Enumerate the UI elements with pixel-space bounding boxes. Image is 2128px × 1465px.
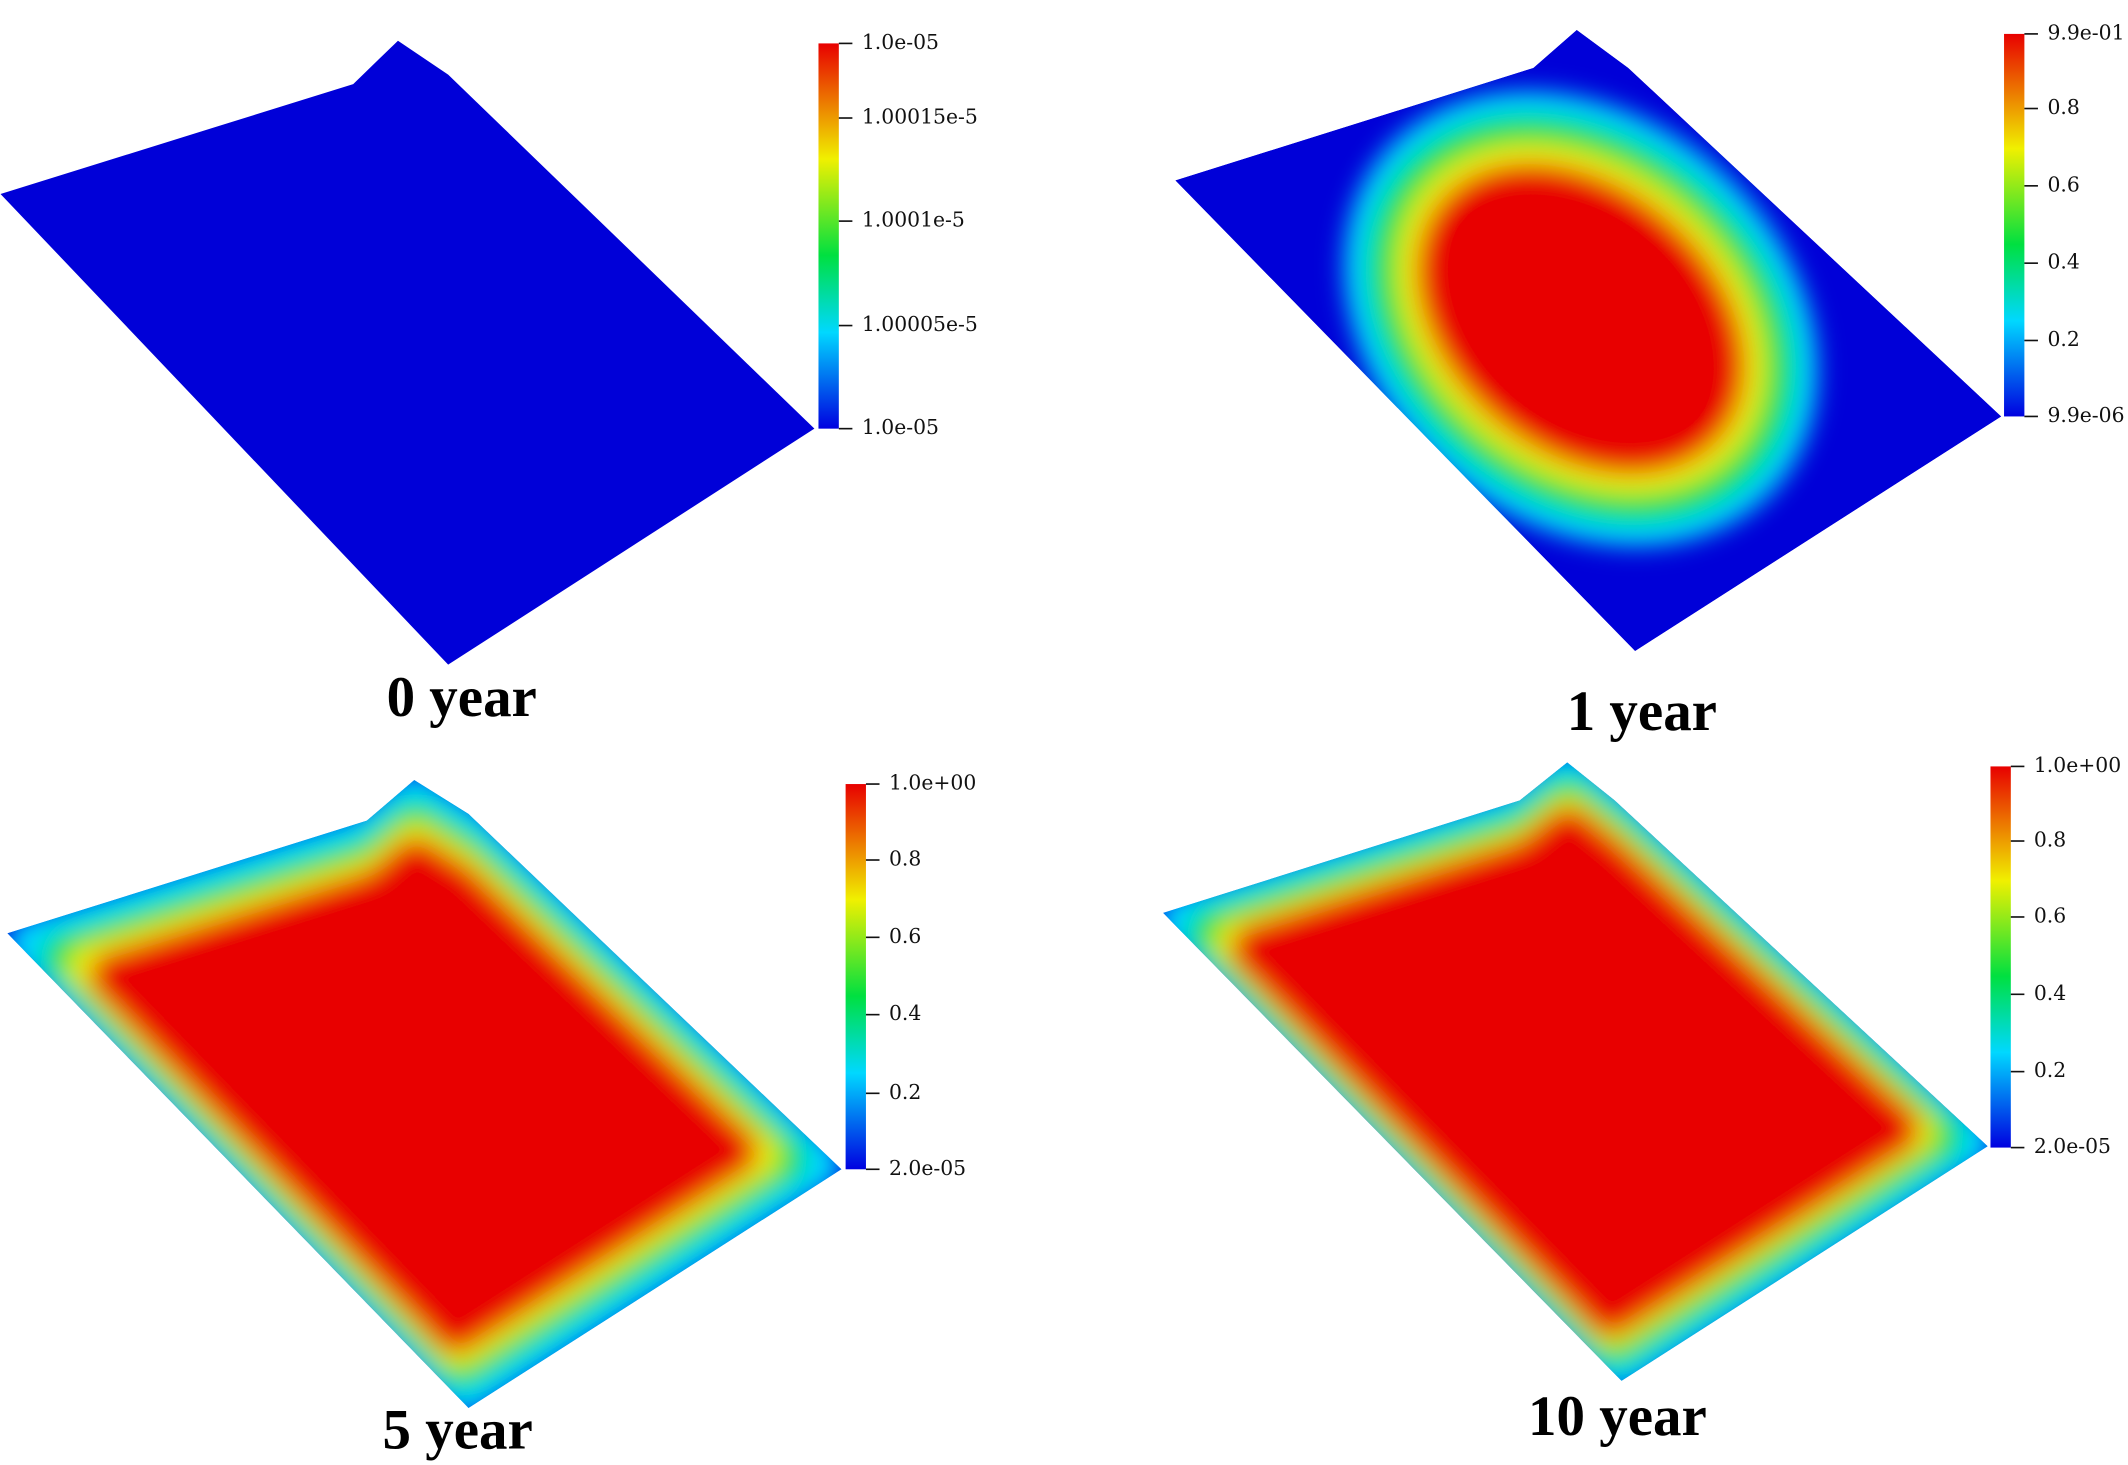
panel-label: 1 year	[1567, 680, 1717, 743]
tick-label: 0.4	[2034, 981, 2066, 1005]
colorbar	[818, 43, 839, 429]
tick-label: 1.00015e-5	[862, 105, 978, 129]
tick-label: 1.00005e-5	[862, 312, 978, 336]
tick-label: 9.9e-06	[2047, 403, 2124, 427]
tick-label: 0.8	[2047, 95, 2079, 119]
tick-label: 1.0001e-5	[862, 208, 965, 232]
tick-label: 1.0e+00	[889, 771, 976, 795]
tick-label: 0.4	[2047, 250, 2079, 274]
tick-label: 0.2	[2034, 1058, 2066, 1082]
colorbar	[2004, 33, 2025, 417]
colorbar	[845, 784, 866, 1170]
tick-label: 0.8	[889, 847, 921, 871]
panel-label: 0 year	[387, 666, 537, 729]
panel-label: 5 year	[383, 1399, 533, 1462]
surface	[1163, 762, 1988, 1381]
panel-label: 10 year	[1528, 1385, 1707, 1448]
tick-label: 0.6	[2047, 172, 2079, 196]
colorbar	[1990, 766, 2011, 1148]
tick-label: 0.2	[889, 1080, 921, 1104]
tick-label: 0.2	[2047, 327, 2079, 351]
tick-label: 1.0e-05	[862, 415, 939, 439]
tick-label: 2.0e-05	[889, 1156, 966, 1180]
tick-label: 0.6	[889, 924, 921, 948]
tick-label: 0.4	[889, 1001, 921, 1025]
tick-label: 1.0e+00	[2034, 753, 2121, 777]
tick-label: 0.8	[2034, 828, 2066, 852]
tick-label: 2.0e-05	[2034, 1134, 2111, 1158]
tick-label: 1.0e-05	[862, 30, 939, 54]
tick-label: 9.9e-01	[2047, 20, 2124, 44]
surface	[1175, 29, 2002, 652]
surface	[7, 779, 842, 1409]
surface	[0, 40, 815, 665]
tick-label: 0.6	[2034, 903, 2066, 927]
